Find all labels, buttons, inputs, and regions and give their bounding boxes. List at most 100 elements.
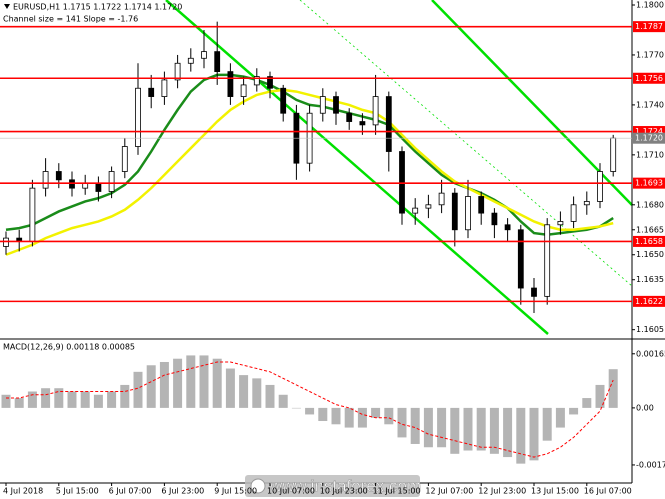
moving-average — [5, 88, 614, 256]
candle-body — [399, 151, 405, 214]
level-label-box — [633, 235, 665, 247]
candle-body — [346, 112, 353, 122]
candle-body — [544, 224, 551, 297]
candle-body — [319, 96, 326, 114]
channel-mid — [299, 0, 633, 287]
macd-bar — [199, 355, 209, 408]
macd-bar — [371, 407, 381, 418]
macd-bar — [252, 378, 262, 408]
level-label: 1.1693 — [635, 179, 663, 188]
symbol-icon — [4, 4, 10, 9]
candle-body — [451, 192, 458, 231]
macd-bar — [291, 407, 301, 409]
channel-lower — [165, 0, 549, 335]
macd-bar — [80, 391, 90, 408]
level-label: 1.1787 — [635, 22, 663, 31]
macd-bar — [582, 398, 592, 408]
candle-body — [55, 171, 62, 181]
level-label: 1.1658 — [635, 237, 663, 246]
y-tick-label: 1.1665 — [636, 225, 664, 234]
macd-bar — [265, 384, 275, 408]
macd-bar — [503, 407, 513, 458]
candle-body — [69, 179, 75, 189]
macd-bar — [423, 407, 433, 448]
macd-bar — [1, 394, 11, 408]
x-tick-label: 5 Jul 15:00 — [56, 487, 99, 496]
macd-bar — [450, 407, 460, 454]
candle-body — [531, 287, 537, 297]
macd-bar — [67, 391, 77, 408]
candle-body — [3, 237, 9, 247]
macd-bar — [608, 369, 618, 408]
y-tick-label: 0.00165 — [636, 349, 665, 358]
y-tick-label: 1.1710 — [636, 150, 664, 159]
macd-bar — [384, 407, 394, 425]
candle-body — [385, 96, 392, 152]
candle-body — [412, 207, 419, 214]
candle-body — [333, 96, 339, 114]
x-tick-label: 10 Jul 07:00 — [267, 487, 315, 496]
y-tick-label: 1.1740 — [636, 100, 664, 109]
macd-bar — [41, 388, 51, 408]
macd-bar — [357, 407, 367, 428]
candle-body — [372, 96, 379, 126]
x-tick-label: 6 Jul 23:00 — [161, 487, 204, 496]
macd-bar — [278, 394, 288, 408]
level-label-box — [633, 126, 665, 138]
macd-bar — [542, 407, 552, 441]
macd-bar — [225, 368, 235, 408]
macd-bar — [239, 375, 249, 408]
macd-bar — [305, 407, 315, 415]
x-tick-label: 12 Jul 07:00 — [425, 487, 473, 496]
candle-body — [438, 192, 445, 206]
current-price-label: 1.1720 — [635, 134, 663, 143]
y-tick-label: 0.00 — [636, 403, 654, 412]
candle-body — [504, 224, 511, 231]
candle-body — [121, 146, 128, 172]
y-tick-label: 1.1605 — [636, 325, 664, 334]
macd-title: MACD(12,26,9) 0.00118 0.00085 — [3, 343, 135, 352]
candle-body — [174, 62, 181, 81]
x-tick-label: 6 Jul 07:00 — [109, 487, 152, 496]
macd-bar — [516, 407, 526, 464]
macd-bar — [54, 388, 64, 408]
macd-bar — [569, 407, 579, 415]
y-tick-label: 1.1635 — [636, 275, 664, 284]
channel — [165, 0, 633, 335]
candle-body — [465, 196, 471, 231]
y-tick-label: 1.1650 — [636, 250, 664, 259]
macd-bar — [120, 384, 130, 408]
candle-body — [227, 71, 234, 97]
candle-body — [425, 204, 432, 209]
x-tick-label: 13 Jul 15:00 — [531, 487, 579, 496]
macd-bar — [344, 407, 354, 428]
macd-bar — [146, 365, 156, 408]
watermark-logo — [250, 478, 266, 494]
macd-bar — [437, 407, 447, 448]
macd-bar — [173, 358, 183, 408]
candle-body — [597, 171, 603, 202]
x-tick-label: 9 Jul 15:00 — [214, 487, 257, 496]
candle-body — [557, 221, 564, 226]
watermark-box — [245, 475, 420, 497]
candle-body — [201, 51, 207, 59]
macd-bar — [27, 391, 37, 408]
candle-body — [253, 76, 260, 86]
level-label-box — [633, 72, 665, 84]
macd-bar — [133, 371, 143, 408]
macd-bar — [331, 407, 341, 425]
macd-bar — [93, 394, 103, 408]
candle-body — [95, 182, 102, 192]
macd-bar — [529, 407, 539, 461]
macd-bar — [107, 391, 117, 408]
candle-body — [214, 51, 221, 72]
x-tick-label: 11 Jul 15:00 — [373, 487, 421, 496]
level-label-box — [633, 177, 665, 189]
y-tick-label: 1.1770 — [636, 50, 664, 59]
macd-bar — [410, 407, 420, 444]
candle-body — [42, 171, 49, 189]
x-tick-label: 12 Jul 23:00 — [478, 487, 526, 496]
candle-body — [267, 76, 273, 89]
macd-bar — [555, 407, 565, 428]
